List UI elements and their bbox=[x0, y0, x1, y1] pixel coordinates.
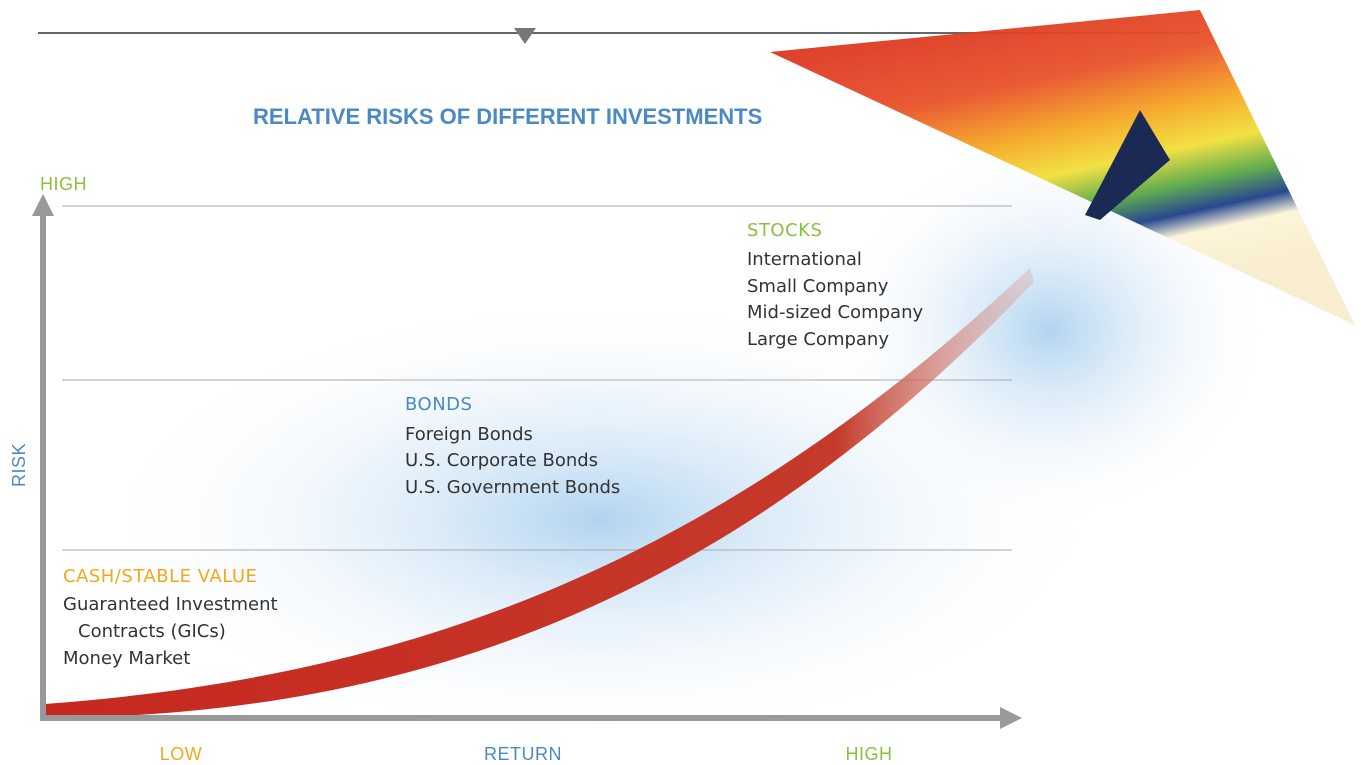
x-high-label: HIGH bbox=[846, 744, 893, 764]
group-item: Foreign Bonds bbox=[405, 424, 533, 445]
marker bbox=[514, 28, 536, 44]
x-arrow bbox=[1000, 707, 1022, 729]
group-item: Mid-sized Company bbox=[747, 302, 923, 323]
group-item: Guaranteed Investment bbox=[63, 594, 278, 615]
group-item: Large Company bbox=[747, 329, 889, 350]
hang-glider bbox=[770, 10, 1355, 325]
group-item: Contracts (GICs) bbox=[78, 621, 226, 642]
y-high-label: HIGH bbox=[40, 174, 87, 194]
group-item: U.S. Corporate Bonds bbox=[405, 450, 598, 471]
group-item: Money Market bbox=[63, 648, 190, 669]
group-item: U.S. Government Bonds bbox=[405, 477, 620, 498]
x-low-label: LOW bbox=[160, 744, 203, 764]
group-heading: CASH/STABLE VALUE bbox=[63, 566, 257, 587]
group-heading: BONDS bbox=[405, 394, 472, 415]
risk-curve bbox=[45, 268, 1034, 718]
title: RELATIVE RISKS OF DIFFERENT INVESTMENTS bbox=[253, 104, 762, 129]
x-axis-label: RETURN bbox=[484, 744, 562, 764]
group-heading: STOCKS bbox=[747, 220, 822, 241]
y-axis-label: RISK bbox=[9, 443, 29, 487]
group-item: International bbox=[747, 249, 862, 270]
y-arrow bbox=[32, 194, 54, 216]
group-item: Small Company bbox=[747, 276, 889, 297]
pilot bbox=[1085, 110, 1170, 220]
